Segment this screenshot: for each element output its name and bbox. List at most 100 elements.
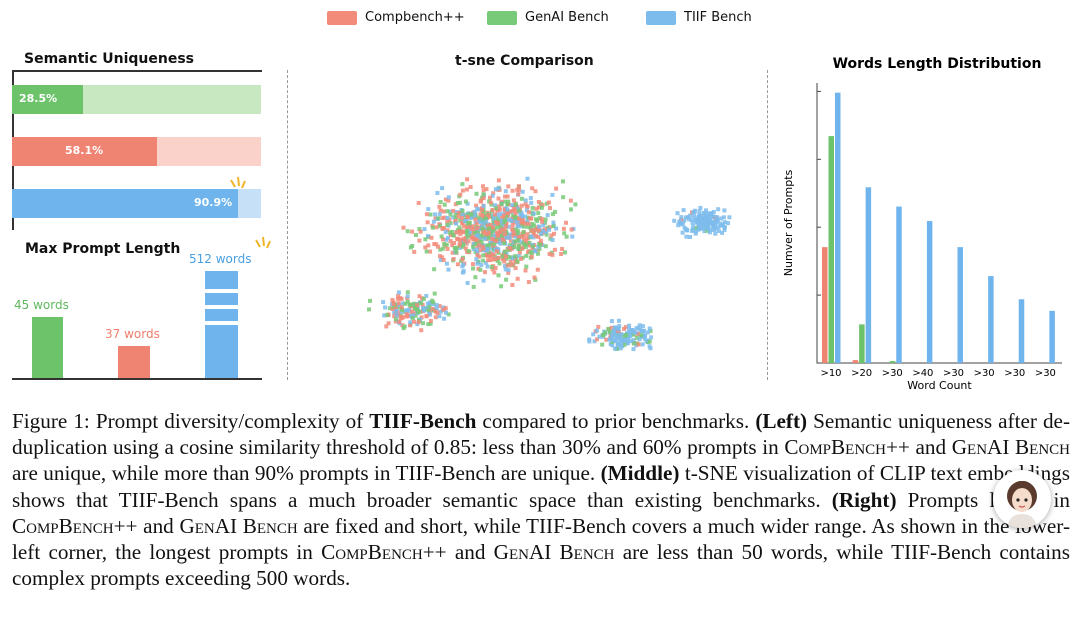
tsne-point [513,254,518,259]
tsne-point [493,257,498,262]
uniqueness-track-genai: 28.5% [12,85,261,114]
tsne-point [481,184,485,189]
x-tick-label: >30 [943,368,964,379]
tsne-point [484,187,489,192]
tsne-point [448,239,453,244]
tsne-point [455,201,460,205]
x-tick-label: >10 [820,368,841,379]
tsne-point [516,254,521,259]
uniqueness-bar-genai [12,85,83,114]
tsne-point [405,299,410,304]
tsne-point [444,237,449,242]
tsne-point [367,307,371,312]
tsne-point [504,254,508,259]
avatar-button[interactable] [993,470,1051,528]
tsne-point [544,232,549,237]
tsne-title: t-sne Comparison [455,53,594,69]
tsne-point [525,219,530,224]
tsne-point [493,266,498,270]
tsne-point [631,332,636,337]
tsne-point [510,203,514,208]
tsne-point [523,242,528,247]
tsne-point [445,209,450,214]
tsne-point [426,322,431,327]
x-tick-label: >30 [1035,368,1056,379]
column-label-genai: 45 words [14,298,69,312]
tsne-point [481,188,486,193]
tsne-point [712,223,717,228]
tsne-point [465,177,470,182]
tsne-point [407,314,412,318]
tsne-point [485,223,490,228]
caption-bold: (Middle) [600,461,680,486]
tsne-point [523,268,528,273]
tsne-point [445,228,450,233]
tsne-point [708,217,713,222]
tsne-point [496,273,501,278]
tsne-point [510,209,515,213]
tsne-point [471,244,476,249]
tsne-point [458,245,463,250]
tsne-point [504,277,509,282]
tsne-point [463,199,468,204]
tsne-point [443,197,448,202]
tsne-point [394,313,399,318]
tsne-point [549,250,554,255]
tsne-point [481,196,486,201]
tsne-point [442,202,447,207]
tsne-point [684,234,689,239]
caption-text: are less than 50 words, while TIIF-Bench… [12,540,1070,591]
caption-smallcaps: CompBench++ [784,435,910,460]
tsne-point [618,337,623,342]
tsne-point [540,203,545,208]
tsne-point [573,202,578,207]
tsne-point [519,203,524,208]
tsne-point [600,342,605,347]
semantic-uniqueness-title: Semantic Uniqueness [24,51,194,67]
tsne-point [517,188,522,193]
tsne-point [552,247,557,252]
tsne-point [519,218,524,223]
tsne-point [483,236,488,241]
tsne-point [473,217,478,222]
tsne-point [693,231,698,236]
tsne-point [501,241,506,246]
tsne-point [383,305,388,310]
tsne-point [410,316,415,320]
divider-left [287,70,288,380]
tsne-point [510,283,515,287]
tsne-point [438,247,443,252]
tsne-point [696,218,701,222]
tsne-point [399,305,404,310]
tsne-point [510,188,515,193]
tsne-point [703,225,708,230]
tsne-point [394,317,398,322]
tsne-point [419,315,424,320]
tsne-point [422,227,427,232]
tsne-point [564,234,569,239]
tsne-point [529,200,534,205]
tsne-point [505,217,510,222]
tsne-point [716,225,721,230]
tsne-point [478,267,483,272]
tsne-point [418,229,423,234]
tsne-point [603,330,608,335]
tsne-point [552,231,556,236]
tsne-point [513,232,517,237]
caption-text: and [446,540,494,565]
tsne-point [680,230,685,235]
tsne-point [435,310,440,315]
tsne-point [481,258,485,263]
tsne-point [705,211,710,216]
tsne-point [549,233,554,238]
tsne-point [486,226,491,231]
tsne-point [416,201,421,205]
tsne-point [451,257,456,261]
tsne-point [647,339,652,344]
tsne-point [712,228,717,232]
tsne-point [628,333,633,338]
tsne-point [458,218,463,223]
tsne-point [419,328,424,333]
tsne-point [456,211,461,216]
tsne-point [612,325,617,330]
